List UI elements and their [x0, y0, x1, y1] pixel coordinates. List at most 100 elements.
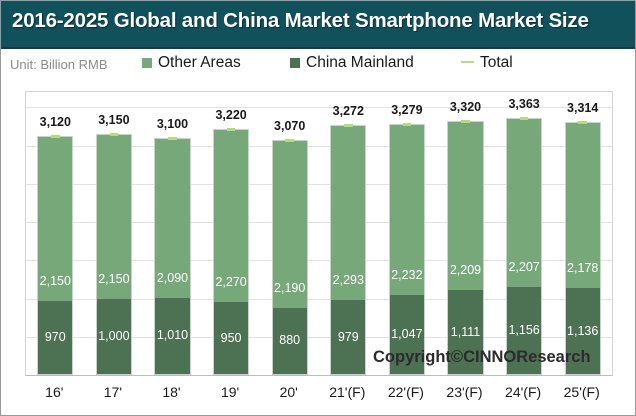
- bar-group[interactable]: 1,156 2,207 3,363: [505, 92, 543, 375]
- total-value-label: 3,320: [449, 100, 482, 115]
- bar-segment-value-label: 2,232: [391, 267, 423, 282]
- total-value-label: 3,220: [215, 107, 247, 122]
- legend-label: China Mainland: [306, 54, 414, 71]
- bar-segment-value-label: 2,209: [449, 263, 482, 278]
- bar-group[interactable]: 1,000 2,150 3,150: [95, 92, 133, 375]
- bar-segment-value-label: 2,090: [156, 270, 189, 285]
- bar-segment-value-label: 2,190: [274, 280, 306, 295]
- total-line-marker: [402, 123, 412, 127]
- bar-segment-value-label: 880: [279, 333, 301, 348]
- x-axis-tick-label: 19': [220, 384, 240, 400]
- total-line-marker: [461, 120, 470, 124]
- bar-segment-value-label: 2,207: [508, 259, 540, 274]
- bar-segment-other-areas[interactable]: 2,150: [37, 136, 74, 301]
- x-axis-tick-label: 24'(F): [505, 384, 542, 400]
- title-bar: 2016-2025 Global and China Market Smartp…: [1, 1, 635, 49]
- total-value-label: 3,272: [332, 103, 364, 118]
- bar-segment-value-label: 2,270: [215, 275, 247, 290]
- legend-item-china-mainland[interactable]: China Mainland: [290, 54, 414, 72]
- total-line-marker: [519, 116, 529, 120]
- total-line-marker: [226, 127, 236, 131]
- x-axis-tick-label: 22'(F): [387, 384, 424, 400]
- bar-segment-other-areas[interactable]: 2,090: [154, 137, 191, 298]
- bar-segment-other-areas[interactable]: 2,209: [447, 121, 484, 291]
- x-axis-tick-label: 25'(F): [563, 384, 600, 400]
- bar-segment-value-label: 979: [337, 329, 359, 344]
- bar-segment-value-label: 2,178: [567, 261, 599, 276]
- bar-group[interactable]: 979 2,293 3,272: [330, 92, 367, 375]
- bar-group[interactable]: 880 2,190 3,070: [271, 92, 308, 375]
- bar-segment-value-label: 950: [220, 330, 242, 345]
- unit-label: Unit: Billion RMB: [10, 57, 108, 72]
- bar-segment-china-mainland[interactable]: 1,156: [505, 286, 543, 375]
- legend-label: Total: [480, 54, 513, 71]
- bar-segment-china-mainland[interactable]: 1,000: [95, 298, 133, 375]
- bar-segment-other-areas[interactable]: 2,190: [271, 140, 308, 308]
- x-axis-tick-label: 23'(F): [446, 384, 483, 400]
- gridline: [26, 298, 612, 300]
- bar-segment-china-mainland[interactable]: 1,010: [154, 297, 191, 375]
- gridline: [26, 222, 612, 224]
- gridline: [26, 260, 612, 262]
- bar-segment-value-label: 970: [44, 329, 66, 344]
- x-axis-tick-label: 21'(F): [329, 384, 366, 400]
- x-axis-tick-label: 20': [279, 384, 298, 400]
- total-value-label: 3,279: [391, 103, 423, 118]
- bar-segment-china-mainland[interactable]: 1,047: [388, 294, 426, 375]
- total-value-label: 3,363: [508, 96, 540, 111]
- bar-group[interactable]: 1,010 2,090 3,100: [154, 92, 191, 375]
- bar-segment-other-areas[interactable]: 2,270: [212, 128, 250, 303]
- bar-group[interactable]: 1,111 2,209 3,320: [447, 92, 484, 375]
- total-line-marker: [50, 135, 60, 139]
- bar-segment-china-mainland[interactable]: 970: [37, 300, 74, 375]
- x-axis-tick-label: 17': [103, 384, 123, 400]
- total-value-label: 3,314: [567, 100, 599, 115]
- bar-segment-china-mainland[interactable]: 1,111: [447, 290, 484, 375]
- bar-group[interactable]: 950 2,270 3,220: [212, 92, 250, 375]
- bar-segment-other-areas[interactable]: 2,178: [564, 121, 601, 289]
- bar-segment-other-areas[interactable]: 2,207: [505, 117, 543, 287]
- total-line-marker: [109, 133, 119, 137]
- bar-segment-value-label: 1,111: [450, 324, 481, 339]
- page-title: 2016-2025 Global and China Market Smartp…: [12, 9, 589, 32]
- gridline: [26, 145, 612, 147]
- bars-layer: 970 2,150 3,120 1,000 2,150 3,150 1,010 2,090 3,…: [26, 92, 612, 375]
- bar-segment-china-mainland[interactable]: 979: [330, 300, 367, 375]
- total-line-marker: [343, 123, 353, 127]
- plot-area: 970 2,150 3,120 1,000 2,150 3,150 1,010 2,090 3,…: [25, 91, 613, 376]
- total-value-label: 3,070: [274, 119, 306, 134]
- bar-segment-other-areas[interactable]: 2,232: [388, 124, 426, 295]
- gridline: [26, 336, 612, 338]
- bar-segment-value-label: 1,156: [508, 322, 540, 337]
- bar-segment-value-label: 1,136: [567, 323, 599, 338]
- legend: Unit: Billion RMB Other Areas China Main…: [1, 52, 635, 82]
- total-value-label: 3,150: [98, 113, 130, 128]
- total-value-label: 3,120: [39, 115, 71, 130]
- x-axis-tick-label: 16': [45, 384, 64, 400]
- x-axis-tick-label: 18': [162, 384, 181, 400]
- gridline: [26, 107, 612, 109]
- bar-segment-china-mainland[interactable]: 880: [271, 307, 308, 375]
- bar-segment-value-label: 2,150: [39, 273, 71, 288]
- bar-group[interactable]: 1,136 2,178 3,314: [564, 92, 601, 375]
- legend-item-other-areas[interactable]: Other Areas: [142, 54, 241, 72]
- total-line-marker: [285, 139, 295, 143]
- legend-dash-icon: [461, 61, 474, 63]
- bar-segment-other-areas[interactable]: 2,293: [330, 124, 367, 301]
- bar-segment-value-label: 1,000: [98, 328, 130, 343]
- total-line-marker: [578, 120, 588, 124]
- bar-segment-china-mainland[interactable]: 950: [212, 302, 250, 375]
- legend-swatch-icon: [142, 58, 152, 68]
- legend-item-total[interactable]: Total: [461, 54, 513, 72]
- bar-segment-value-label: 2,150: [98, 271, 130, 286]
- total-value-label: 3,100: [156, 116, 189, 131]
- bar-segment-other-areas[interactable]: 2,150: [95, 134, 133, 299]
- bar-segment-value-label: 1,010: [156, 328, 189, 343]
- bar-segment-value-label: 2,293: [332, 273, 364, 288]
- bar-group[interactable]: 970 2,150 3,120: [37, 92, 74, 375]
- bar-segment-china-mainland[interactable]: 1,136: [564, 288, 601, 375]
- bar-segment-value-label: 1,047: [391, 326, 423, 341]
- legend-label: Other Areas: [158, 54, 241, 71]
- bar-group[interactable]: 1,047 2,232 3,279: [388, 92, 426, 375]
